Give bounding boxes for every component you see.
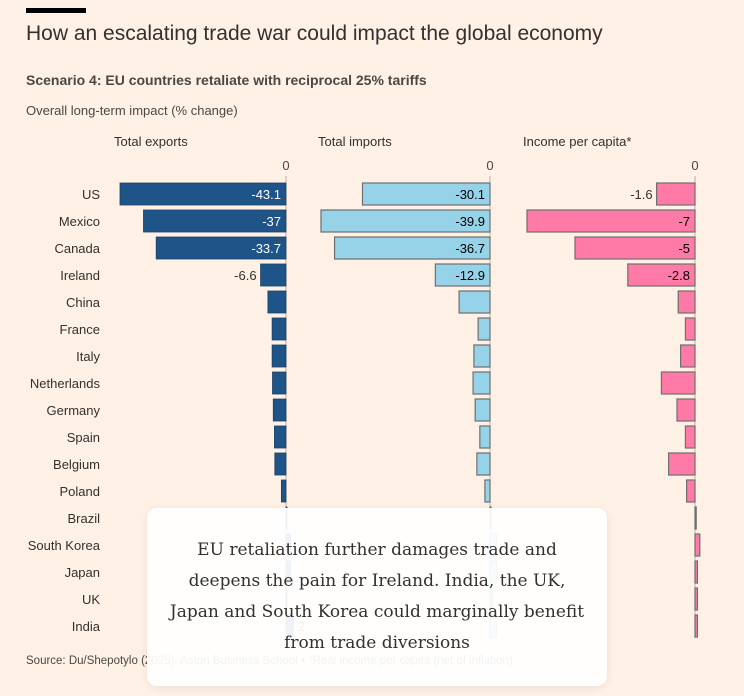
bar: [434, 263, 491, 287]
category-label: Netherlands: [30, 376, 101, 391]
chart-subtitle: Scenario 4: EU countries retaliate with …: [26, 72, 427, 88]
bar: [684, 317, 696, 341]
bar: [271, 317, 287, 341]
category-label: Belgium: [53, 457, 100, 472]
data-label: -12.9: [455, 268, 485, 283]
bar: [320, 209, 491, 233]
bar: [694, 614, 699, 638]
bar: [479, 425, 491, 449]
bar: [685, 479, 696, 503]
zero-tick-label: 0: [691, 158, 698, 173]
bar: [333, 236, 491, 260]
zero-tick-label: 0: [486, 158, 493, 173]
bar: [694, 587, 699, 611]
brand-bar: [26, 8, 86, 13]
data-label: -5: [678, 241, 690, 256]
bar: [119, 182, 287, 206]
bar: [274, 452, 287, 476]
panel-title: Total exports: [114, 134, 188, 149]
bar: [260, 263, 287, 287]
data-label: -1.6: [630, 187, 652, 202]
panel-title: Income per capita*: [523, 134, 631, 149]
data-label: -39.9: [455, 214, 485, 229]
category-label: Germany: [47, 403, 101, 418]
category-label: Italy: [76, 349, 100, 364]
bar: [473, 344, 491, 368]
bar: [694, 533, 701, 557]
bar: [361, 182, 491, 206]
data-label: -6.6: [234, 268, 256, 283]
bar: [655, 182, 696, 206]
bar: [272, 398, 287, 422]
bar: [676, 398, 696, 422]
category-label: Ireland: [60, 268, 100, 283]
data-label: -37: [262, 214, 281, 229]
category-label: Spain: [67, 430, 100, 445]
category-label: US: [82, 187, 100, 202]
bar: [274, 425, 287, 449]
data-label: -2.8: [668, 268, 690, 283]
annotation-card: EU retaliation further damages trade and…: [147, 508, 607, 686]
bar: [677, 290, 696, 314]
bar: [694, 560, 699, 584]
bar: [458, 290, 491, 314]
data-label: -33.7: [251, 241, 281, 256]
bar: [627, 263, 696, 287]
bar: [526, 209, 696, 233]
annotation-text: EU retaliation further damages trade and…: [169, 540, 585, 653]
category-label: France: [60, 322, 100, 337]
bar: [476, 452, 491, 476]
data-label: -36.7: [455, 241, 485, 256]
panel-title: Total imports: [318, 134, 392, 149]
category-label: China: [66, 295, 101, 310]
bar: [271, 344, 287, 368]
bar: [472, 371, 491, 395]
chart-title: How an escalating trade war could impact…: [26, 22, 603, 45]
bar: [684, 425, 696, 449]
bar: [474, 398, 491, 422]
data-label: -30.1: [455, 187, 485, 202]
bar: [267, 290, 287, 314]
category-label: Poland: [60, 484, 100, 499]
category-label: India: [72, 619, 101, 634]
category-label: Canada: [54, 241, 100, 256]
category-label: South Korea: [28, 538, 101, 553]
bar: [143, 209, 287, 233]
bar: [679, 344, 696, 368]
category-label: Mexico: [59, 214, 100, 229]
category-label: UK: [82, 592, 100, 607]
bar: [272, 371, 287, 395]
data-label: -43.1: [251, 187, 281, 202]
bar: [660, 371, 696, 395]
bar: [280, 479, 287, 503]
bar: [155, 236, 287, 260]
category-label: Brazil: [67, 511, 100, 526]
bar: [574, 236, 696, 260]
bar: [484, 479, 491, 503]
bar: [667, 452, 696, 476]
unit-label: Overall long-term impact (% change): [26, 103, 238, 118]
zero-tick-label: 0: [282, 158, 289, 173]
data-label: -7: [678, 214, 690, 229]
bar: [694, 506, 697, 530]
category-label: Japan: [65, 565, 100, 580]
bar: [477, 317, 491, 341]
